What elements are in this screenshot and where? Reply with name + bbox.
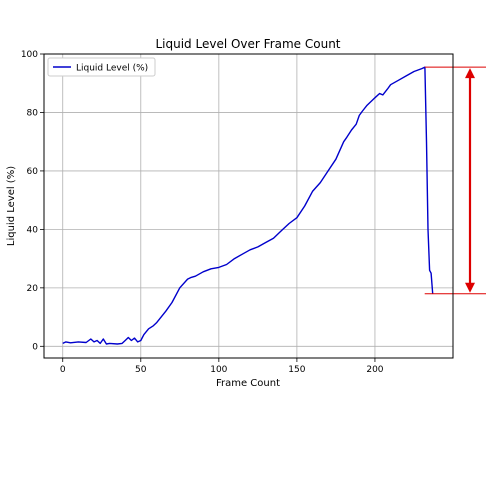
chart-title: Liquid Level Over Frame Count xyxy=(155,37,340,51)
annotation-layer xyxy=(424,66,486,295)
x-tick-label: 100 xyxy=(210,365,227,375)
x-tick-label: 50 xyxy=(135,365,147,375)
annotation-arrow-head-top xyxy=(465,68,475,79)
x-axis-label: Frame Count xyxy=(216,378,280,389)
y-tick-label: 40 xyxy=(27,225,39,235)
y-tick-label: 60 xyxy=(27,167,39,177)
annotation-arrow-head-bottom xyxy=(465,282,475,293)
legend-box xyxy=(47,57,156,77)
y-tick-label: 80 xyxy=(27,108,39,118)
x-tick-label: 200 xyxy=(366,365,383,375)
y-tick-label: 20 xyxy=(27,284,39,294)
y-tick-label: 0 xyxy=(32,342,38,352)
series-line xyxy=(62,66,434,345)
series-layer xyxy=(62,66,434,345)
y-axis-ticks: 0 20 40 60 80 100 xyxy=(21,50,44,352)
x-tick-label: 150 xyxy=(288,365,305,375)
x-axis-ticks: 0 50 100 150 200 xyxy=(60,358,384,375)
x-tick-label: 0 xyxy=(60,365,66,375)
legend-label: Liquid Level (%) xyxy=(76,64,148,74)
y-axis-label: Liquid Level (%) xyxy=(6,166,17,246)
plot-frame xyxy=(43,53,454,359)
legend: Liquid Level (%) xyxy=(47,57,156,77)
y-tick-label: 100 xyxy=(21,50,38,60)
